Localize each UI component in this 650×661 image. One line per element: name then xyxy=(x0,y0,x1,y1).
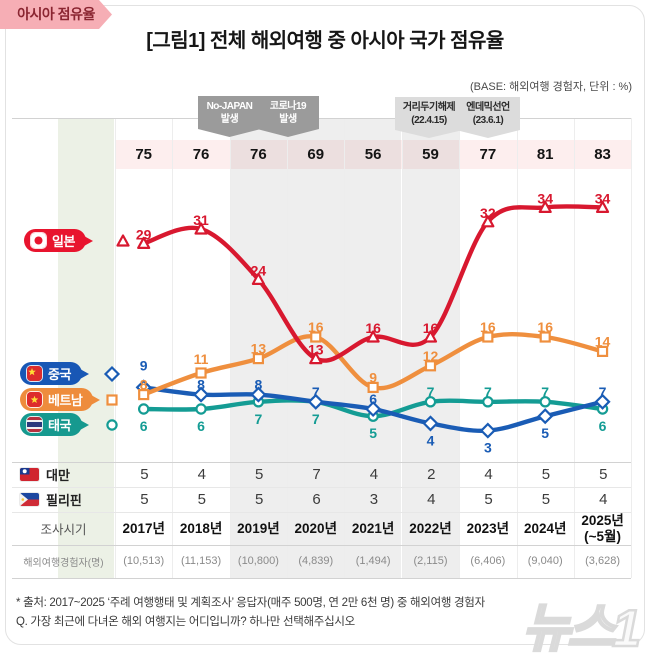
philippines-label: 필리핀 xyxy=(46,493,82,508)
taiwan-value: 5 xyxy=(599,466,608,483)
thailand-flag-icon xyxy=(27,417,42,432)
page-title: [그림1] 전체 해외여행 중 아시아 국가 점유율 xyxy=(146,30,504,52)
philippines-value: 5 xyxy=(254,491,264,508)
philippines-value: 5 xyxy=(484,491,493,508)
rule-subtable-bottom xyxy=(12,512,631,513)
rule-subtable-top xyxy=(12,462,631,463)
asia-share-value: 83 xyxy=(594,146,611,163)
footnote-source: * 출처: 2017~2025 ‘주례 여행행태 및 계획조사’ 응답자(매주 … xyxy=(16,597,485,609)
annotation-nojapan: No-JAPAN 발생 xyxy=(198,96,261,137)
asia-share-value: 81 xyxy=(536,146,554,163)
rule-table-end xyxy=(12,578,631,579)
participants-value: (6,406) xyxy=(470,555,506,567)
legend-pill-thailand: 태국 xyxy=(20,413,82,436)
philippines-value: 3 xyxy=(369,491,379,508)
japan-flag-icon xyxy=(31,233,46,248)
rule-subtable-mid xyxy=(12,487,631,488)
participants-value: (9,040) xyxy=(527,555,563,567)
footnote-question: Q. 가장 최근에 다녀온 해외 여행지는 어디입니까? 하나만 선택해주십시오 xyxy=(16,616,355,628)
taiwan-label: 대만 xyxy=(46,468,70,483)
taiwan-value: 4 xyxy=(369,466,379,483)
asia-share-value: 77 xyxy=(479,146,497,163)
table-row-period: 조사시기 2017년 2018년 2019년 2020년 2021년 2022년 2023년… xyxy=(12,512,632,545)
legend-label-thailand: 태국 xyxy=(48,418,71,433)
asia-share-value: 76 xyxy=(250,146,267,163)
asia-share-values-row: 75 76 76 69 56 59 77 81 83 xyxy=(12,140,632,169)
shaded-column xyxy=(58,118,115,578)
participants-values: (10,513) (11,153) (10,800) (4,839) (1,494) (2… xyxy=(115,545,631,578)
asia-share-value: 59 xyxy=(422,146,439,163)
annotation-endemic: 엔데믹선언 (23.6.1) xyxy=(456,97,520,138)
period-label: 조사시기 xyxy=(40,523,87,537)
legend-label-china: 중국 xyxy=(48,367,71,382)
period-value: 2018년 xyxy=(179,520,223,536)
philippines-value: 5 xyxy=(541,491,551,508)
taiwan-value: 4 xyxy=(484,466,493,483)
period-value: 2022년 xyxy=(409,520,452,536)
period-value: 2024년 xyxy=(523,520,567,536)
vietnam-flag-icon xyxy=(27,392,42,407)
period-value: 2023년 xyxy=(466,520,510,536)
philippines-value: 4 xyxy=(599,491,608,508)
asia-share-values: 75 76 76 69 56 59 77 81 83 xyxy=(115,140,631,169)
participants-value: (4,839) xyxy=(298,555,334,567)
philippines-values: 5 5 5 6 3 4 5 5 4 xyxy=(116,487,632,512)
taiwan-value: 5 xyxy=(254,466,264,483)
participants-value: (3,628) xyxy=(585,555,620,567)
asia-share-label: 아시아 점유율 xyxy=(0,0,112,29)
annotation-distancing-lifted: 거리두기해제 (22.4.15) xyxy=(395,97,463,138)
taiwan-value: 7 xyxy=(312,466,321,483)
philippines-value: 5 xyxy=(197,491,206,508)
participants-value: (10,800) xyxy=(237,555,279,567)
participants-label: 해외여행경험자(명) xyxy=(23,558,104,569)
philippines-value: 4 xyxy=(427,491,436,508)
philippines-flag-icon xyxy=(20,493,39,506)
period-value: 2020년 xyxy=(294,520,337,536)
taiwan-value: 4 xyxy=(197,466,206,483)
asia-share-value: 75 xyxy=(135,146,153,163)
period-values: 2017년 2018년 2019년 2020년 2021년 2022년 2023년 2024년… xyxy=(115,512,631,545)
asia-share-value: 69 xyxy=(307,146,325,163)
taiwan-value: 2 xyxy=(427,466,436,483)
column-gridline xyxy=(631,118,633,578)
rule-top xyxy=(12,118,631,119)
participants-value: (2,115) xyxy=(413,555,448,567)
period-value: 2019년 xyxy=(237,520,280,536)
table-row-philippines: 필리핀 5 5 5 6 3 4 5 5 4 xyxy=(12,487,632,512)
china-flag-icon xyxy=(27,366,42,381)
asia-share-value: 76 xyxy=(192,146,210,163)
participants-value: (11,153) xyxy=(180,555,222,567)
asia-share-row-background xyxy=(115,140,632,169)
table-row-taiwan: 대만 5 4 5 7 4 2 4 5 5 xyxy=(12,462,632,487)
annotation-corona: 코로나19 발생 xyxy=(257,96,319,137)
taiwan-values: 5 4 5 7 4 2 4 5 5 xyxy=(116,462,632,487)
taiwan-flag-icon xyxy=(20,468,39,481)
asia-share-value: 56 xyxy=(364,146,382,163)
legend-label-japan: 일본 xyxy=(52,234,75,249)
column-gridline xyxy=(115,118,116,578)
period-value: 2025년 (~5월) xyxy=(581,512,624,544)
taiwan-value: 5 xyxy=(140,466,149,483)
participants-value: (10,513) xyxy=(123,555,165,567)
legend-label-vietnam: 베트남 xyxy=(48,393,83,408)
legend-pill-japan: 일본 xyxy=(24,229,86,252)
rule-period-bottom xyxy=(12,545,631,546)
participants-value: (1,494) xyxy=(355,555,391,567)
taiwan-value: 5 xyxy=(541,466,551,483)
table-row-participants: 해외여행경험자(명) (10,513) (11,153) (10,800) (4,83… xyxy=(12,545,632,578)
philippines-value: 6 xyxy=(312,491,321,508)
base-note: (BASE: 해외여행 경험자, 단위 : %) xyxy=(470,81,632,93)
news1-watermark: 뉴스1 xyxy=(521,599,642,660)
philippines-value: 5 xyxy=(140,491,149,508)
legend-pill-vietnam: 베트남 xyxy=(20,388,94,411)
legend-pill-china: 중국 xyxy=(20,362,82,385)
period-value: 2017년 xyxy=(122,520,165,536)
period-value: 2021년 xyxy=(351,520,395,536)
